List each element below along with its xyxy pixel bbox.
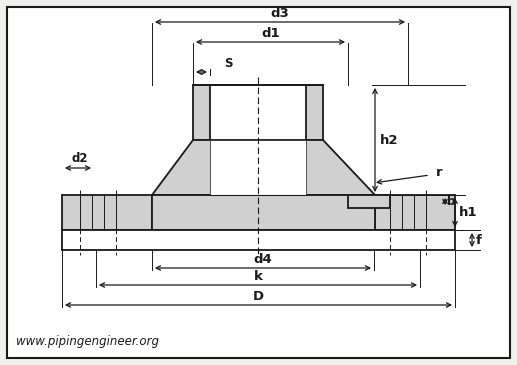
Text: d1: d1 <box>261 27 280 40</box>
Text: d3: d3 <box>270 7 290 20</box>
Text: b: b <box>447 195 455 208</box>
Text: S: S <box>224 57 233 70</box>
Bar <box>152 195 375 230</box>
Text: k: k <box>253 270 263 283</box>
Text: h2: h2 <box>380 134 399 146</box>
Text: d2: d2 <box>72 152 88 165</box>
Text: D: D <box>253 290 264 303</box>
Polygon shape <box>152 140 375 195</box>
Bar <box>62 230 455 250</box>
Bar <box>306 85 323 140</box>
Text: f: f <box>476 234 482 246</box>
Text: www.pipingengineer.org: www.pipingengineer.org <box>16 335 159 348</box>
Bar <box>193 85 210 140</box>
Text: d4: d4 <box>254 253 272 266</box>
Bar <box>375 195 455 230</box>
Text: r: r <box>436 166 443 180</box>
Bar <box>62 195 152 230</box>
Bar <box>348 195 390 208</box>
Polygon shape <box>210 140 306 195</box>
Text: h1: h1 <box>459 206 478 219</box>
